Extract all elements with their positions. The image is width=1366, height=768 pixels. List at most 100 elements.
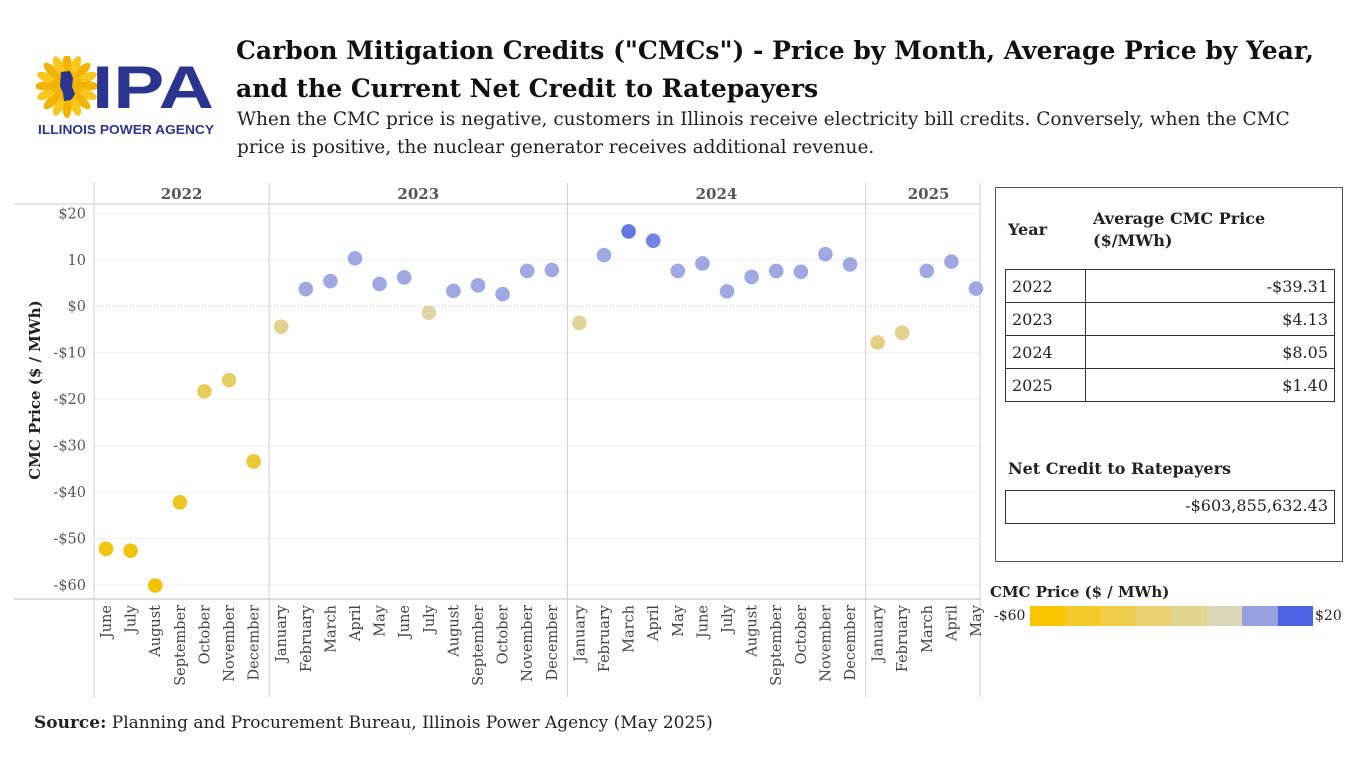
data-point [621, 224, 636, 239]
x-tick-label: August [148, 605, 164, 658]
data-point [147, 578, 163, 593]
data-point [298, 281, 314, 297]
x-tick-label: November [222, 605, 238, 682]
data-point [421, 305, 437, 321]
x-tick-label: January [871, 604, 887, 664]
legend-gradient-bar [1030, 606, 1313, 626]
data-point [818, 246, 833, 262]
x-tick-label: March [920, 605, 936, 653]
average-price-panel: Year Average CMC Price ($/MWh) 2022 -$39… [995, 187, 1343, 562]
data-point [870, 335, 885, 350]
x-tick-label: April [646, 605, 662, 642]
source-label: Source: [34, 713, 107, 733]
legend-title: CMC Price ($ / MWh) [990, 583, 1170, 601]
data-point [98, 541, 114, 557]
data-point [919, 263, 935, 279]
data-point [372, 276, 387, 292]
legend-swatch [1030, 606, 1066, 626]
x-tick-label: November [818, 605, 834, 682]
data-point [197, 383, 212, 399]
table-cell-price: $4.13 [1085, 302, 1335, 336]
y-tick-label: $0 [68, 299, 86, 315]
legend-swatch [1206, 606, 1243, 626]
data-point [944, 254, 959, 269]
x-tick-label: December [545, 605, 561, 681]
data-point [470, 278, 486, 293]
y-tick-label: -$40 [53, 485, 86, 501]
x-tick-label: March [622, 605, 638, 653]
legend-swatch [1242, 606, 1278, 626]
y-tick-label: -$10 [53, 346, 86, 362]
table-cell-year: 2024 [1005, 335, 1086, 369]
y-tick-label: -$30 [53, 439, 86, 455]
legend-swatch [1277, 606, 1313, 626]
x-tick-label: June [695, 605, 711, 640]
x-tick-label: May [373, 604, 389, 636]
legend-min-label: -$60 [994, 608, 1026, 624]
data-point [572, 315, 587, 331]
data-point [968, 281, 984, 296]
sunflower-icon [36, 56, 99, 118]
data-point [323, 273, 338, 289]
x-tick-label: September [173, 605, 189, 686]
color-legend: CMC Price ($ / MWh) -$60 $20 [988, 582, 1358, 632]
avg-table-header-price: Average CMC Price ($/MWh) [1093, 208, 1265, 252]
panel-year-label: 2023 [397, 185, 439, 203]
avg-table-header-year: Year [1008, 220, 1048, 239]
x-tick-label: October [794, 605, 810, 664]
cmc-price-chart: $20 10 $0 -$10 -$20 -$30 -$40 -$50 -$60 CMC Price… [14, 183, 985, 697]
x-tick-label: February [597, 604, 613, 672]
net-credit-value: -$603,855,632.43 [1005, 490, 1335, 524]
x-tick-label: April [348, 605, 364, 642]
data-point [695, 256, 710, 271]
table-row: 2023 $4.13 [1005, 302, 1335, 336]
legend-swatch [1065, 606, 1101, 626]
data-point [246, 454, 261, 469]
x-tick-label: July [124, 604, 140, 635]
x-tick-label: February [299, 604, 315, 672]
x-tick-label: April [944, 605, 960, 642]
average-price-table: 2022 -$39.31 2023 $4.13 2024 $8.05 2025 … [1005, 269, 1335, 402]
logo-brand: IPA [92, 56, 214, 121]
x-tick-label: May [671, 604, 687, 636]
y-tick-label: -$50 [53, 532, 86, 548]
data-point [446, 283, 461, 299]
x-tick-label: May [969, 604, 985, 636]
source-note: Source: Planning and Procurement Bureau,… [34, 713, 713, 733]
legend-swatch [1100, 606, 1137, 626]
data-point [842, 257, 858, 272]
x-tick-label: June [99, 605, 115, 640]
data-point [519, 263, 535, 279]
x-tick-label: September [769, 605, 785, 686]
x-tick-label: September [471, 605, 487, 686]
x-tick-label: October [496, 605, 512, 664]
table-row: 2025 $1.40 [1005, 368, 1335, 402]
data-point [273, 319, 289, 334]
x-tick-label: June [397, 605, 413, 640]
table-cell-year: 2025 [1005, 368, 1086, 402]
legend-swatch [1171, 606, 1207, 626]
table-cell-price: $8.05 [1085, 335, 1335, 369]
data-point [768, 263, 784, 279]
avg-header-line1: Average CMC Price [1093, 209, 1266, 228]
data-point [596, 247, 612, 263]
x-tick-label: January [274, 604, 290, 664]
avg-header-line2: ($/MWh) [1093, 231, 1173, 250]
y-tick-label: 10 [68, 253, 86, 269]
data-point [670, 263, 686, 279]
legend-max-label: $20 [1315, 608, 1342, 624]
source-text: Planning and Procurement Bureau, Illinoi… [106, 713, 713, 733]
table-row: 2024 $8.05 [1005, 335, 1335, 369]
data-point [221, 372, 237, 388]
net-credit-label: Net Credit to Ratepayers [1008, 459, 1232, 478]
y-tick-label: -$20 [53, 392, 86, 408]
table-cell-price: $1.40 [1085, 368, 1335, 402]
ipa-logo: IPA ILLINOIS POWER AGENCY [36, 56, 215, 137]
logo-subtext: ILLINOIS POWER AGENCY [38, 123, 215, 137]
x-tick-label: November [520, 605, 536, 682]
data-point [744, 269, 759, 285]
x-tick-label: January [572, 604, 588, 664]
x-tick-label: December [247, 605, 263, 681]
data-point [123, 543, 138, 558]
table-row: 2022 -$39.31 [1005, 269, 1335, 303]
